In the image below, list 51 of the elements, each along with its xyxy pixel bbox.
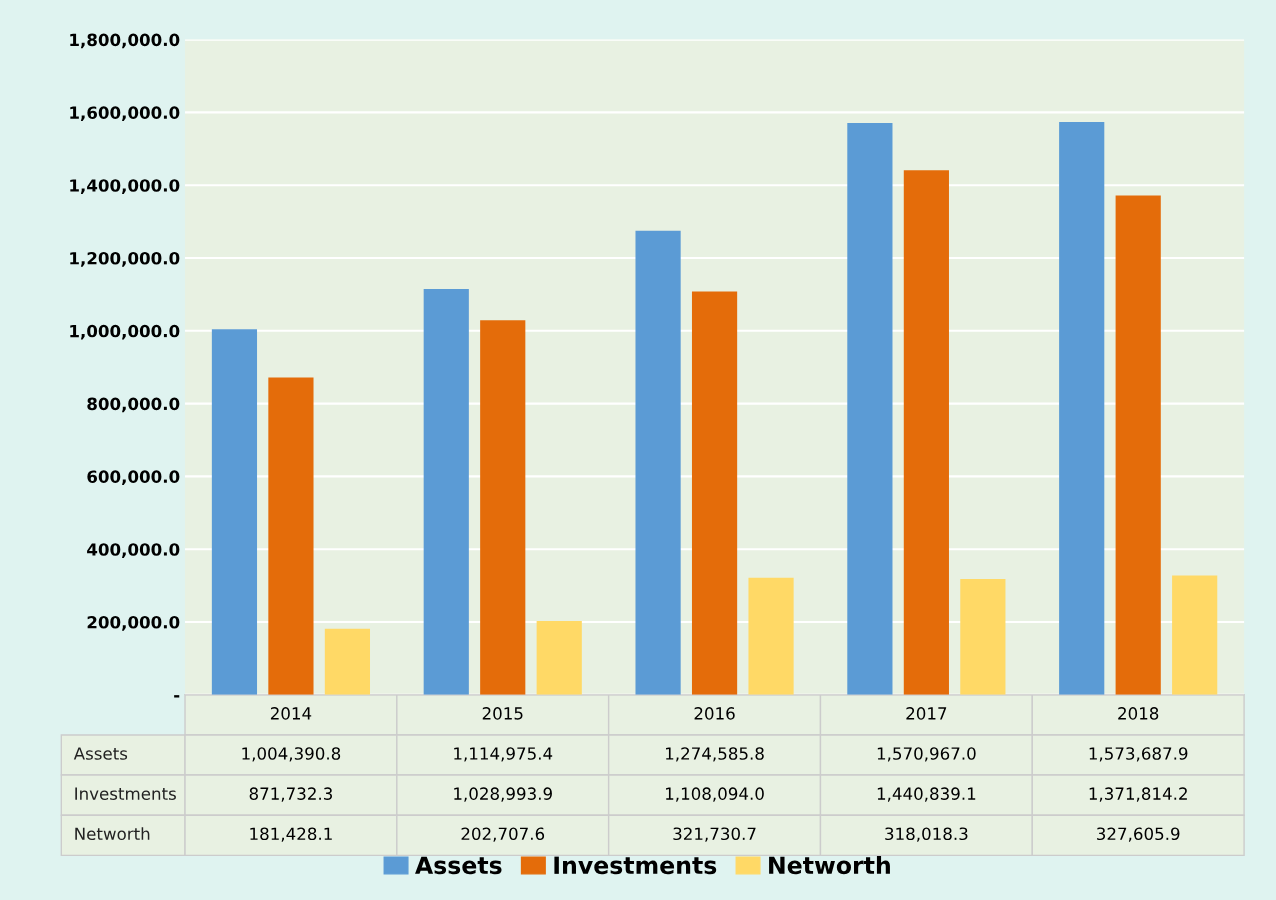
- data-label: 1,371,814.2: [1089, 787, 1187, 802]
- bar: [847, 122, 893, 695]
- y-tick-label: 800,000.0: [87, 397, 180, 413]
- bar: [691, 291, 738, 695]
- data-label: 1,274,585.8: [666, 747, 764, 762]
- y-tick-label: 1,800,000.0: [70, 33, 180, 49]
- y-tick-label: 400,000.0: [87, 543, 180, 558]
- data-label: 1,028,993.9: [454, 787, 552, 802]
- y-tick-label: 200,000.0: [87, 615, 180, 631]
- data-label: 1,573,687.9: [1089, 747, 1188, 762]
- x-tick-label: 2018: [1118, 707, 1159, 720]
- bar: [480, 320, 526, 695]
- x-tick-label: 2017: [906, 707, 947, 720]
- bar: [1115, 195, 1161, 695]
- text: Networth: [75, 827, 150, 841]
- legend-label: Assets: [415, 856, 502, 875]
- data-label: 321,730.7: [673, 827, 756, 842]
- data-label: 327,605.9: [1097, 827, 1180, 842]
- bar: [1059, 121, 1105, 695]
- text: Assets: [73, 747, 128, 760]
- bar: [635, 230, 681, 695]
- x-tick-label: 2014: [270, 707, 312, 720]
- data-label: 1,108,094.0: [666, 787, 764, 802]
- bar: [748, 577, 794, 695]
- bar: [324, 628, 371, 695]
- data-label: 202,707.6: [461, 827, 545, 842]
- y-tick-label: -: [174, 695, 180, 698]
- legend-label: Networth: [769, 855, 890, 875]
- x-tick-label: 2015: [482, 707, 523, 720]
- bar: [1172, 575, 1218, 695]
- y-tick-label: 1,600,000.0: [70, 106, 180, 122]
- legend-label: Investments: [554, 856, 717, 875]
- bar: [903, 170, 949, 695]
- y-tick-label: 1,000,000.0: [70, 324, 180, 340]
- bar: [211, 329, 258, 695]
- bar: [960, 579, 1006, 695]
- bar: [268, 377, 314, 695]
- data-label: 1,004,390.8: [242, 747, 341, 762]
- y-tick-label: 1,400,000.0: [70, 179, 180, 194]
- x-tick-label: 2016: [694, 707, 735, 720]
- bar: [536, 621, 582, 695]
- data-label: 1,114,975.4: [454, 747, 553, 762]
- data-label: 181,428.1: [250, 827, 332, 842]
- y-tick-label: 1,200,000.0: [70, 251, 180, 267]
- data-label: 1,440,839.1: [877, 787, 976, 802]
- y-tick-label: 600,000.0: [87, 470, 180, 486]
- bar: [423, 288, 469, 695]
- data-label: 318,018.3: [885, 827, 968, 842]
- text: Investments: [75, 787, 176, 800]
- data-label: 1,570,967.0: [877, 747, 976, 762]
- data-label: 871,732.3: [249, 787, 332, 802]
